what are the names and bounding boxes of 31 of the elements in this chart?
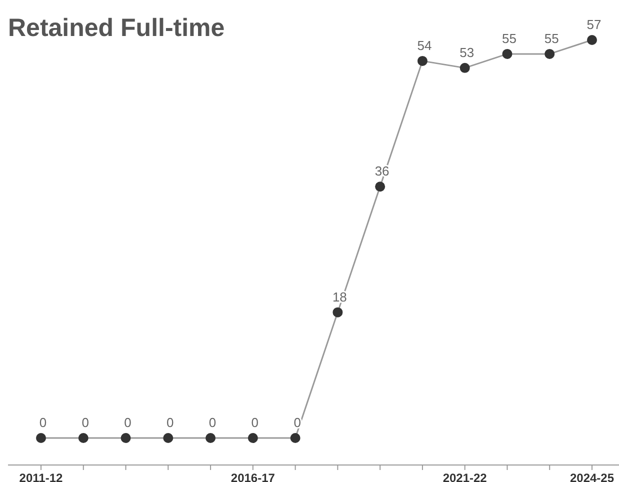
point xyxy=(290,433,300,443)
point xyxy=(375,182,386,192)
point xyxy=(460,62,470,73)
data-label: 0 xyxy=(124,415,132,430)
point xyxy=(206,433,216,443)
data-label: 0 xyxy=(294,415,301,430)
point xyxy=(36,433,46,443)
data-label: 0 xyxy=(82,415,89,430)
data-label: 0 xyxy=(251,415,259,430)
data-label: 0 xyxy=(166,415,174,430)
point xyxy=(78,433,88,443)
chart-title: Retained Full-time xyxy=(8,14,225,42)
data-label: 0 xyxy=(208,415,216,430)
x-tick-label: 2021-22 xyxy=(442,471,488,482)
point xyxy=(163,433,174,443)
data-label: 53 xyxy=(460,44,474,60)
point xyxy=(332,307,343,318)
point xyxy=(587,35,597,45)
x-tick-label: 2024-25 xyxy=(570,471,614,482)
x-tick-label: 2011-12 xyxy=(19,471,64,482)
data-label: 55 xyxy=(502,30,516,46)
point xyxy=(417,56,428,66)
point xyxy=(502,48,512,59)
point xyxy=(120,433,131,443)
data-label: 0 xyxy=(39,415,47,430)
data-label: 54 xyxy=(417,38,432,53)
data-label: 57 xyxy=(586,17,602,32)
point xyxy=(544,48,555,59)
data-label: 55 xyxy=(544,30,559,46)
point xyxy=(248,433,258,443)
x-tick-label: 2016-17 xyxy=(230,471,276,482)
